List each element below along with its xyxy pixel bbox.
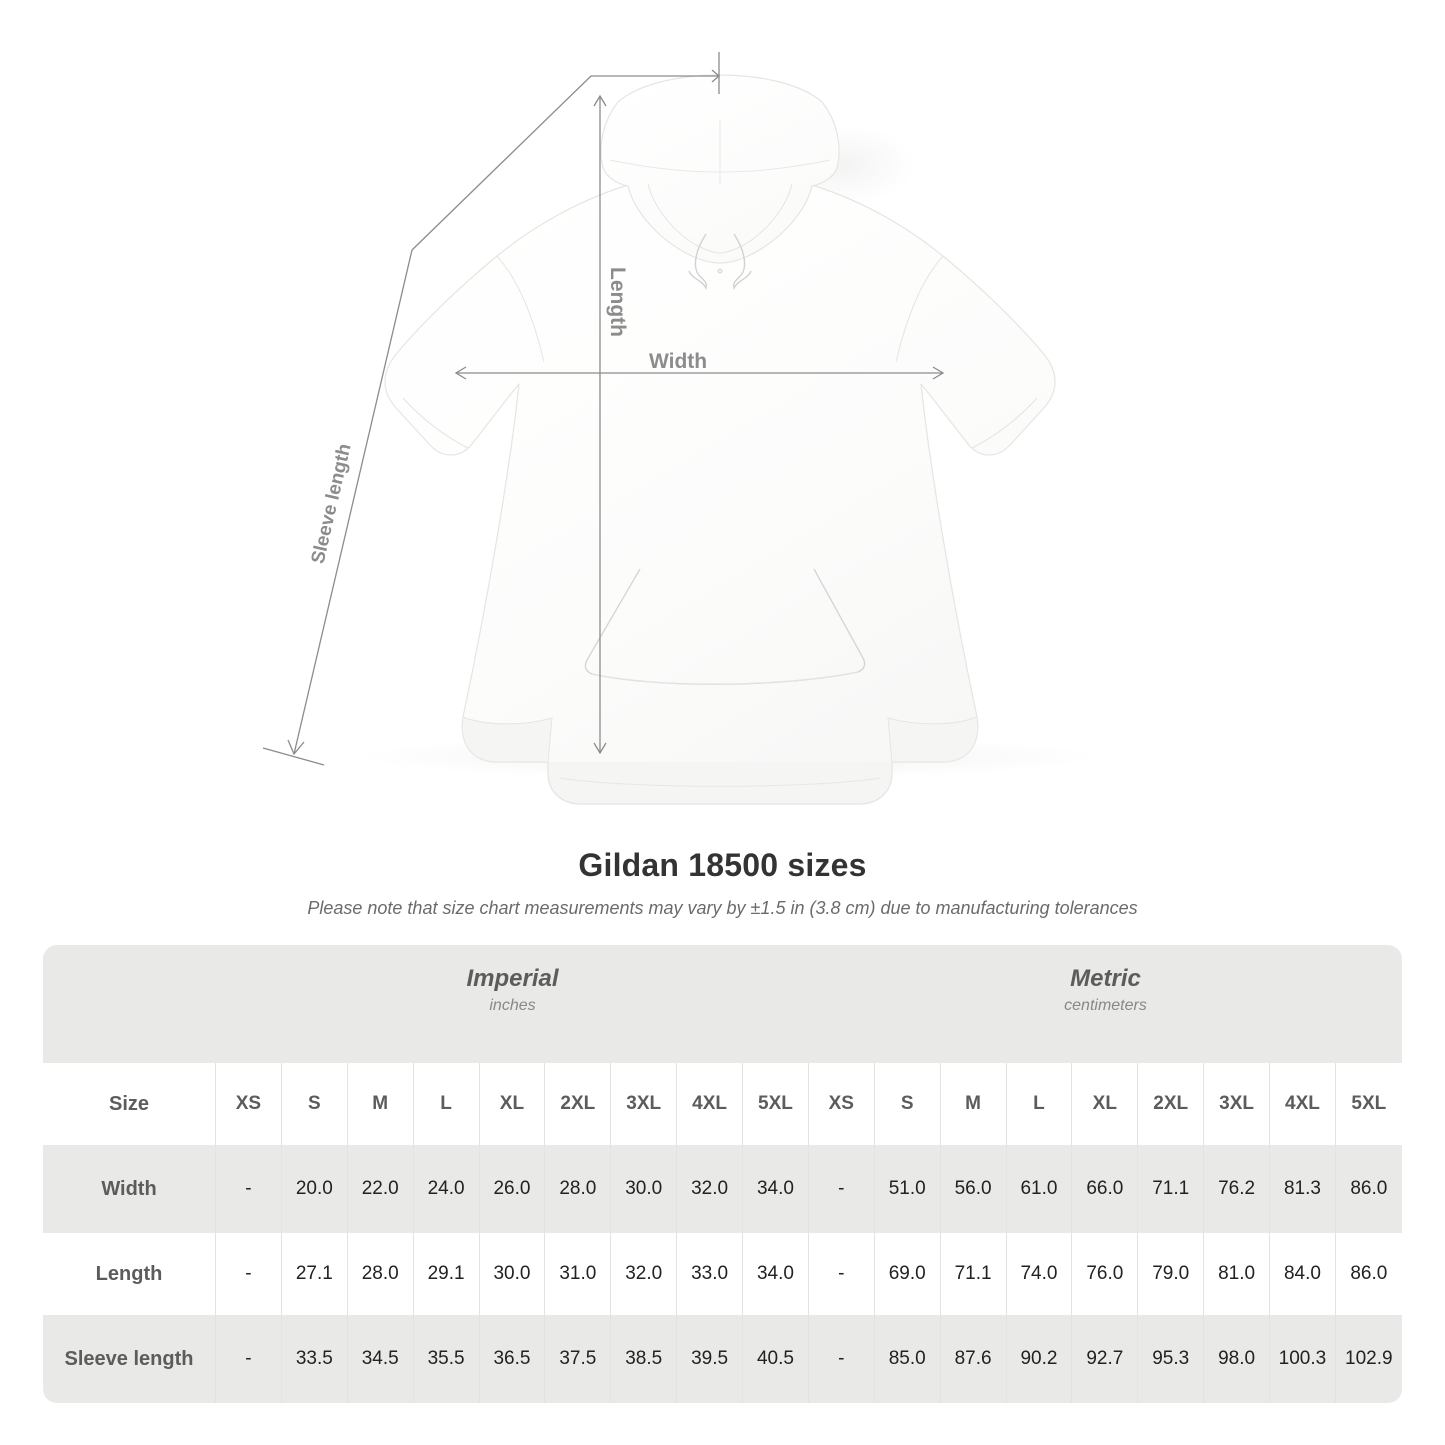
svg-text:Sleeve length: Sleeve length bbox=[308, 442, 356, 566]
svg-text:Length: Length bbox=[606, 267, 629, 337]
svg-text:Width: Width bbox=[649, 350, 707, 373]
